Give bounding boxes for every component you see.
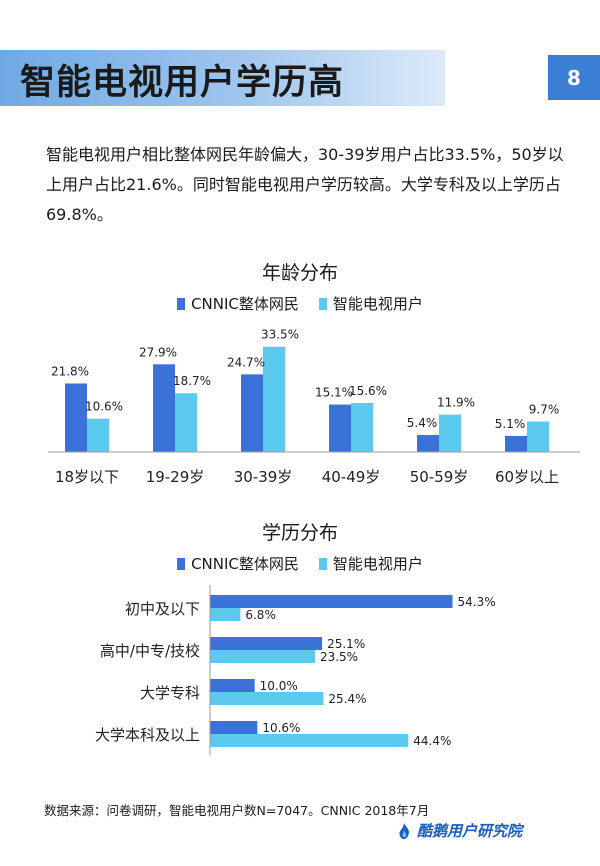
- hdata-label-tv-0: 6.8%: [245, 608, 276, 622]
- data-label-overall-4: 5.4%: [407, 416, 438, 430]
- legend-item-series-a: CNNIC整体网民: [177, 293, 299, 314]
- legend-label-a: CNNIC整体网民: [191, 295, 299, 313]
- y-tick-label-1: 高中/中专/技校: [100, 642, 200, 660]
- y-tick-label-3: 大学本科及以上: [95, 726, 200, 744]
- bar-overall-3: [329, 404, 351, 452]
- source-note: 数据来源：问卷调研，智能电视用户数N=7047。CNNIC 2018年7月: [44, 803, 430, 818]
- y-tick-label-0: 初中及以下: [125, 600, 200, 618]
- page-title: 智能电视用户学历高: [20, 63, 345, 103]
- hdata-label-overall-1: 25.1%: [327, 637, 365, 651]
- data-label-tv-0: 10.6%: [85, 400, 123, 414]
- data-label-overall-5: 5.1%: [495, 417, 526, 431]
- legend-item-series-b: 智能电视用户: [318, 293, 423, 314]
- hdata-label-tv-3: 44.4%: [413, 734, 451, 748]
- x-tick-label-2: 30-39岁: [234, 468, 293, 486]
- legend-label-b-2: 智能电视用户: [332, 555, 423, 573]
- edu-chart-legend: CNNIC整体网民 智能电视用户: [0, 553, 600, 574]
- data-label-overall-0: 21.8%: [51, 364, 89, 378]
- age-chart-legend: CNNIC整体网民 智能电视用户: [0, 293, 600, 314]
- bar-overall-5: [505, 435, 527, 452]
- bar-overall-0: [65, 383, 87, 452]
- title-banner: [0, 50, 445, 106]
- age-chart-title: 年龄分布: [261, 262, 338, 284]
- education-bar-chart: 54.3% 6.8% 初中及以下 25.1%23.5% 高中/中专/技校 10.0% 25.…: [95, 585, 496, 755]
- hdata-label-overall-2: 10.0%: [260, 679, 298, 693]
- x-tick-label-0: 18岁以下: [55, 468, 119, 486]
- legend-item-series-a-2: CNNIC整体网民: [177, 553, 299, 574]
- x-tick-label-3: 40-49岁: [322, 468, 381, 486]
- legend-swatch-b: [318, 297, 327, 310]
- data-label-overall-3: 15.1%: [315, 386, 353, 400]
- data-label-tv-3: 15.6%: [349, 384, 387, 398]
- bar-overall-2: [241, 374, 263, 452]
- hbar-tv-3: [210, 734, 409, 747]
- bar-overall-1: [153, 364, 175, 452]
- description-text: 智能电视用户相比整体网民年龄偏大，30-39岁用户占比33.5%，50岁以上用户…: [46, 145, 564, 224]
- bar-tv-0: [87, 418, 109, 452]
- hbar-overall-0: [210, 595, 453, 608]
- bar-tv-3: [351, 402, 373, 452]
- legend-label-b: 智能电视用户: [332, 295, 423, 313]
- hdata-label-overall-0: 54.3%: [458, 595, 496, 609]
- bar-tv-2: [263, 346, 285, 452]
- bar-tv-5: [527, 421, 549, 452]
- legend-label-a-2: CNNIC整体网民: [191, 555, 299, 573]
- legend-item-series-b-2: 智能电视用户: [318, 553, 423, 574]
- edu-chart-title: 学历分布: [261, 522, 338, 544]
- x-tick-label-1: 19-29岁: [146, 468, 205, 486]
- hbar-tv-2: [210, 692, 324, 705]
- legend-swatch-b-2: [318, 557, 327, 570]
- hdata-label-tv-2: 25.4%: [328, 692, 366, 706]
- brand-logo: 酷鹅用户研究院: [395, 820, 522, 841]
- hbar-tv-0: [210, 608, 241, 621]
- age-bar-chart: 21.8% 10.6% 18岁以下 27.9% 18.7% 19-29岁 24.7% 33.5…: [48, 328, 580, 486]
- hbar-overall-3: [210, 721, 258, 734]
- flame-icon: [399, 822, 409, 839]
- hbar-overall-1: [210, 637, 323, 650]
- x-tick-label-5: 60岁以上: [495, 468, 559, 486]
- data-label-overall-2: 24.7%: [227, 355, 265, 369]
- data-label-tv-1: 18.7%: [173, 374, 211, 388]
- data-label-tv-4: 11.9%: [437, 396, 475, 410]
- data-label-tv-5: 9.7%: [529, 403, 560, 417]
- x-tick-label-4: 50-59岁: [410, 468, 469, 486]
- legend-swatch-a-2: [177, 557, 186, 570]
- y-tick-label-2: 大学专科: [140, 684, 200, 702]
- hbar-tv-1: [210, 650, 315, 663]
- bar-tv-4: [439, 414, 461, 452]
- legend-swatch-a: [177, 297, 186, 310]
- data-label-tv-2: 33.5%: [261, 328, 299, 342]
- bar-overall-4: [417, 435, 439, 452]
- brand-name: 酷鹅用户研究院: [417, 822, 523, 840]
- bar-tv-1: [175, 393, 197, 452]
- page-number: 8: [548, 55, 600, 100]
- hdata-label-overall-3: 10.6%: [262, 721, 300, 735]
- data-label-overall-1: 27.9%: [139, 345, 177, 359]
- hdata-label-tv-1: 23.5%: [320, 650, 358, 664]
- hbar-overall-2: [210, 679, 255, 692]
